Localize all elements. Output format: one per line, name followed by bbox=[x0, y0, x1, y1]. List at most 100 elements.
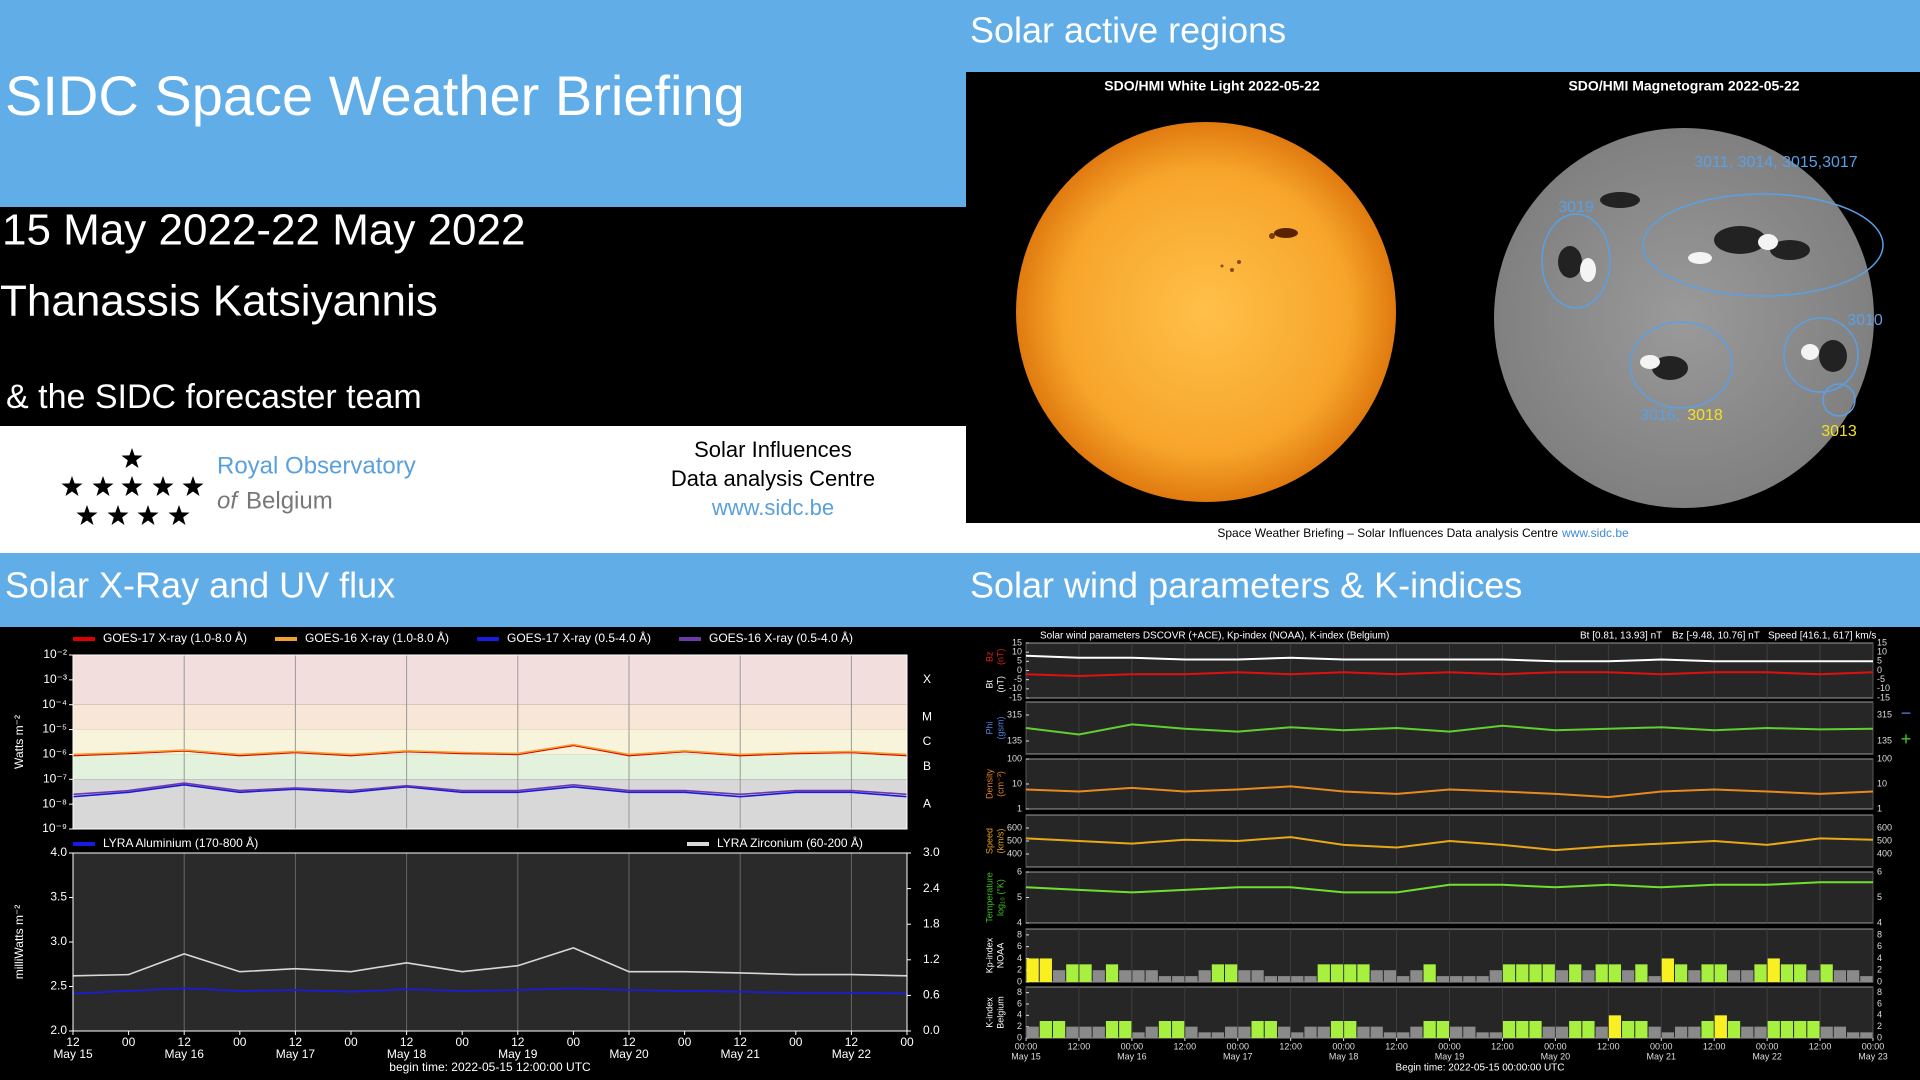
y-tick-label-right: 5 bbox=[1877, 892, 1882, 902]
bar bbox=[1622, 970, 1635, 982]
right-mark: − bbox=[1901, 703, 1912, 723]
x-tick-label: 12:00 bbox=[1068, 1041, 1091, 1051]
y2-tick-label: 0.6 bbox=[923, 988, 940, 1002]
x-tick-label: 00 bbox=[567, 1035, 581, 1049]
bar bbox=[1741, 970, 1754, 982]
x-tick-label: 12:00 bbox=[1385, 1041, 1408, 1051]
bar bbox=[1502, 1021, 1516, 1038]
panel-label: Density bbox=[984, 768, 994, 799]
rob-of: of bbox=[217, 487, 239, 514]
series-line bbox=[1025, 723, 1874, 736]
bar bbox=[1648, 976, 1661, 982]
panel-label: Speed bbox=[984, 828, 994, 854]
x-tick-label: 00 bbox=[900, 1035, 914, 1049]
section-heading: Solar wind parameters & K-indices bbox=[970, 565, 1522, 606]
bar bbox=[1211, 1032, 1225, 1038]
bar bbox=[1158, 1021, 1172, 1038]
bar bbox=[1595, 964, 1608, 982]
bar bbox=[1330, 964, 1344, 982]
x-tick-label: 00 bbox=[122, 1035, 136, 1049]
bar bbox=[1807, 1021, 1820, 1038]
bar bbox=[1132, 970, 1145, 982]
y-tick-label: -15 bbox=[1009, 692, 1022, 702]
y-tick-label: 2 bbox=[1017, 965, 1022, 975]
section-heading: Solar active regions bbox=[970, 10, 1286, 51]
bar bbox=[1119, 1021, 1132, 1038]
legend-label: LYRA Zirconium (60-200 Å) bbox=[717, 835, 863, 850]
panel-label: K-index bbox=[984, 997, 994, 1028]
y-tick-label: 5 bbox=[1017, 892, 1022, 902]
y-tick-label: 0 bbox=[1017, 976, 1022, 986]
y-tick-label: 6 bbox=[1017, 998, 1022, 1008]
y-tick-label: 10 bbox=[1012, 778, 1022, 788]
bar bbox=[1529, 964, 1542, 982]
x-tick-label: 12 bbox=[289, 1035, 303, 1049]
flare-class-label: C bbox=[923, 734, 932, 748]
x-date-label: May 16 bbox=[165, 1047, 205, 1061]
series-line bbox=[1025, 785, 1874, 799]
bar bbox=[1277, 976, 1291, 982]
panel-label: Kp-index bbox=[984, 937, 994, 973]
image-title: SDO/HMI White Light 2022-05-22 bbox=[1104, 78, 1320, 94]
bar bbox=[1450, 976, 1463, 982]
region-label: 3018 bbox=[1687, 407, 1723, 424]
y-tick-label-right: 4 bbox=[1877, 1010, 1882, 1020]
y-tick-label-right: 10 bbox=[1877, 778, 1887, 788]
y-tick-label-right: 15 bbox=[1877, 637, 1887, 647]
y-tick-label: 4.0 bbox=[50, 845, 67, 859]
x-date-label: May 19 bbox=[498, 1047, 538, 1061]
sidc-name: Solar Influences bbox=[694, 437, 852, 462]
y-tick-label: 15 bbox=[1012, 637, 1022, 647]
x-tick-label: 12:00 bbox=[1279, 1041, 1302, 1051]
x-tick-label: 12 bbox=[511, 1035, 525, 1049]
sidc-url[interactable]: www.sidc.be bbox=[711, 495, 834, 520]
y-tick-label-right: 8 bbox=[1877, 929, 1882, 939]
y-tick-label-right: 100 bbox=[1877, 753, 1892, 763]
xray-chart: X MCB A 10⁻⁹ 10⁻⁸ 10⁻⁷ 10⁻⁶ 10⁻⁵ 10⁻⁴ 10⁻³ 10⁻² Wat… bbox=[12, 630, 940, 1074]
x-tick-label: 00 bbox=[789, 1035, 803, 1049]
caption-link[interactable]: www.sidc.be bbox=[1561, 526, 1629, 540]
y-tick-label-right: 1 bbox=[1877, 803, 1882, 813]
y-tick-label-right: 400 bbox=[1877, 848, 1892, 858]
y-tick-label: 8 bbox=[1017, 929, 1022, 939]
bar bbox=[1727, 970, 1741, 982]
bar bbox=[1397, 1032, 1410, 1038]
bar bbox=[1039, 958, 1052, 982]
bar bbox=[1489, 970, 1502, 982]
region-label: 3019 bbox=[1558, 199, 1594, 216]
y-tick-label-right: 2 bbox=[1877, 1021, 1882, 1031]
x-date-label: May 15 bbox=[1011, 1051, 1041, 1061]
y-tick-label: 10⁻³ bbox=[43, 672, 67, 686]
bar bbox=[1688, 1026, 1701, 1038]
panel-label: NOAA bbox=[995, 943, 1005, 969]
bar bbox=[1370, 970, 1383, 982]
bar bbox=[1833, 970, 1847, 982]
panel-label: Phi bbox=[984, 721, 994, 734]
y-tick-label: 4 bbox=[1017, 1010, 1022, 1020]
bar bbox=[1860, 976, 1873, 982]
x-tick-label: 12:00 bbox=[1809, 1041, 1832, 1051]
bar bbox=[1807, 970, 1820, 982]
bar bbox=[1185, 1026, 1198, 1038]
section-band bbox=[0, 553, 1920, 627]
dates: 15 May 2022-22 May 2022 bbox=[2, 206, 525, 255]
flare-class-band bbox=[73, 754, 907, 780]
section-heading: Solar X-Ray and UV flux bbox=[5, 565, 395, 606]
x-tick-label: 12:00 bbox=[1703, 1041, 1726, 1051]
panel-label: Bt bbox=[984, 680, 994, 689]
bar bbox=[1145, 1026, 1158, 1038]
bar bbox=[1344, 964, 1357, 982]
bar bbox=[1767, 1021, 1780, 1038]
bar bbox=[1079, 1026, 1092, 1038]
x-date-label: May 20 bbox=[609, 1047, 649, 1061]
bar bbox=[1105, 1021, 1119, 1038]
bar bbox=[1079, 964, 1092, 982]
y-tick-label: 10⁻⁷ bbox=[43, 771, 67, 785]
magnetogram bbox=[1494, 128, 1884, 508]
y-tick-label: 6 bbox=[1017, 941, 1022, 951]
x-date-label: May 18 bbox=[387, 1047, 427, 1061]
x-tick-label: 00:00 bbox=[1121, 1041, 1144, 1051]
flare-class-band bbox=[73, 729, 907, 755]
panel-label: (nT) bbox=[995, 676, 1005, 693]
y-tick-label: 10⁻⁶ bbox=[42, 747, 67, 761]
